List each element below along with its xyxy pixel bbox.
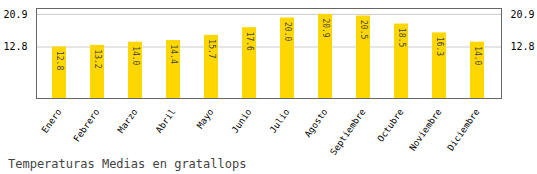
svg-text:20.9: 20.9 bbox=[511, 9, 535, 20]
svg-text:18.5: 18.5 bbox=[397, 28, 406, 47]
svg-text:12.8: 12.8 bbox=[3, 41, 27, 52]
svg-text:20.9: 20.9 bbox=[321, 18, 330, 37]
svg-text:Noviembre: Noviembre bbox=[407, 107, 443, 153]
svg-text:14.0: 14.0 bbox=[473, 46, 482, 65]
svg-text:12.8: 12.8 bbox=[511, 41, 535, 52]
svg-text:20.9: 20.9 bbox=[3, 9, 27, 20]
svg-text:Julio: Julio bbox=[268, 107, 292, 135]
svg-text:Agosto: Agosto bbox=[303, 107, 330, 139]
html-text:Temperaturas Medias en gratall: Temperaturas Medias en gratallops bbox=[8, 157, 247, 171]
svg-text:15.7: 15.7 bbox=[207, 39, 216, 58]
svg-text:20.5: 20.5 bbox=[359, 20, 368, 39]
svg-text:Septiembre: Septiembre bbox=[328, 107, 367, 156]
svg-text:12.8: 12.8 bbox=[55, 51, 64, 70]
svg-text:14.4: 14.4 bbox=[169, 45, 178, 64]
svg-text:Marzo: Marzo bbox=[116, 107, 140, 135]
svg-text:20.0: 20.0 bbox=[283, 22, 292, 41]
svg-text:Diciembre: Diciembre bbox=[445, 107, 481, 153]
svg-text:Abril: Abril bbox=[154, 107, 178, 135]
svg-text:Junio: Junio bbox=[230, 107, 254, 135]
svg-text:Febrero: Febrero bbox=[72, 107, 102, 144]
svg-text:Mayo: Mayo bbox=[195, 107, 216, 131]
svg-text:Enero: Enero bbox=[40, 107, 64, 135]
svg-text:Octubre: Octubre bbox=[376, 107, 406, 144]
svg-text:17.6: 17.6 bbox=[245, 32, 254, 51]
svg-text:16.3: 16.3 bbox=[435, 37, 444, 56]
svg-text:13.2: 13.2 bbox=[93, 49, 102, 68]
svg-text:14.0: 14.0 bbox=[131, 46, 140, 65]
